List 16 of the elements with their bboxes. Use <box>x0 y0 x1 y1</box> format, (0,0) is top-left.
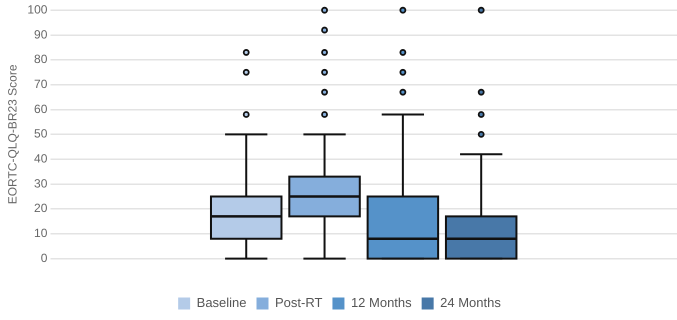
legend-label: 24 Months <box>440 295 502 310</box>
legend-label: Baseline <box>196 295 247 310</box>
legend-label: Post-RT <box>275 295 323 310</box>
y-tick-label: 50 <box>34 126 48 141</box>
y-tick-label: 90 <box>34 27 48 42</box>
legend-label: 12 Months <box>350 295 412 310</box>
y-tick-label: 60 <box>34 102 48 116</box>
y-tick-label: 20 <box>34 201 48 216</box>
y-axis-title: EORTC-QLQ-BR23 Score <box>6 64 20 204</box>
y-tick-label: 100 <box>27 2 48 17</box>
y-tick-label: 40 <box>34 152 48 166</box>
y-tick-label: 0 <box>40 250 48 265</box>
y-tick-label: 10 <box>34 226 48 240</box>
y-tick-label: 80 <box>34 52 48 66</box>
y-tick-label: 30 <box>34 176 48 190</box>
y-tick-label: 70 <box>34 77 48 92</box>
